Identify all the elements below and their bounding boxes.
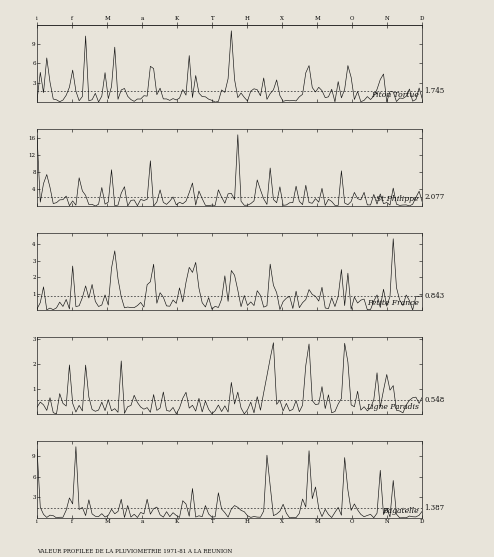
- Text: 0.843: 0.843: [424, 292, 445, 300]
- Text: VALEUR PROFILEE DE LA PLUVIOMETRIE 1971-81 A LA REUNION: VALEUR PROFILEE DE LA PLUVIOMETRIE 1971-…: [37, 549, 232, 554]
- Text: Ligne Paradis: Ligne Paradis: [366, 403, 418, 411]
- Text: Petite France: Petite France: [367, 299, 418, 307]
- Text: 1.387: 1.387: [424, 505, 445, 512]
- Text: St Philippe: St Philippe: [376, 195, 418, 203]
- Text: 0.548: 0.548: [424, 397, 445, 404]
- Text: Piton Tortue: Piton Tortue: [370, 91, 418, 99]
- Text: 1.745: 1.745: [424, 87, 445, 95]
- Text: Bagatelle: Bagatelle: [382, 507, 418, 515]
- Text: 2.077: 2.077: [424, 193, 445, 201]
